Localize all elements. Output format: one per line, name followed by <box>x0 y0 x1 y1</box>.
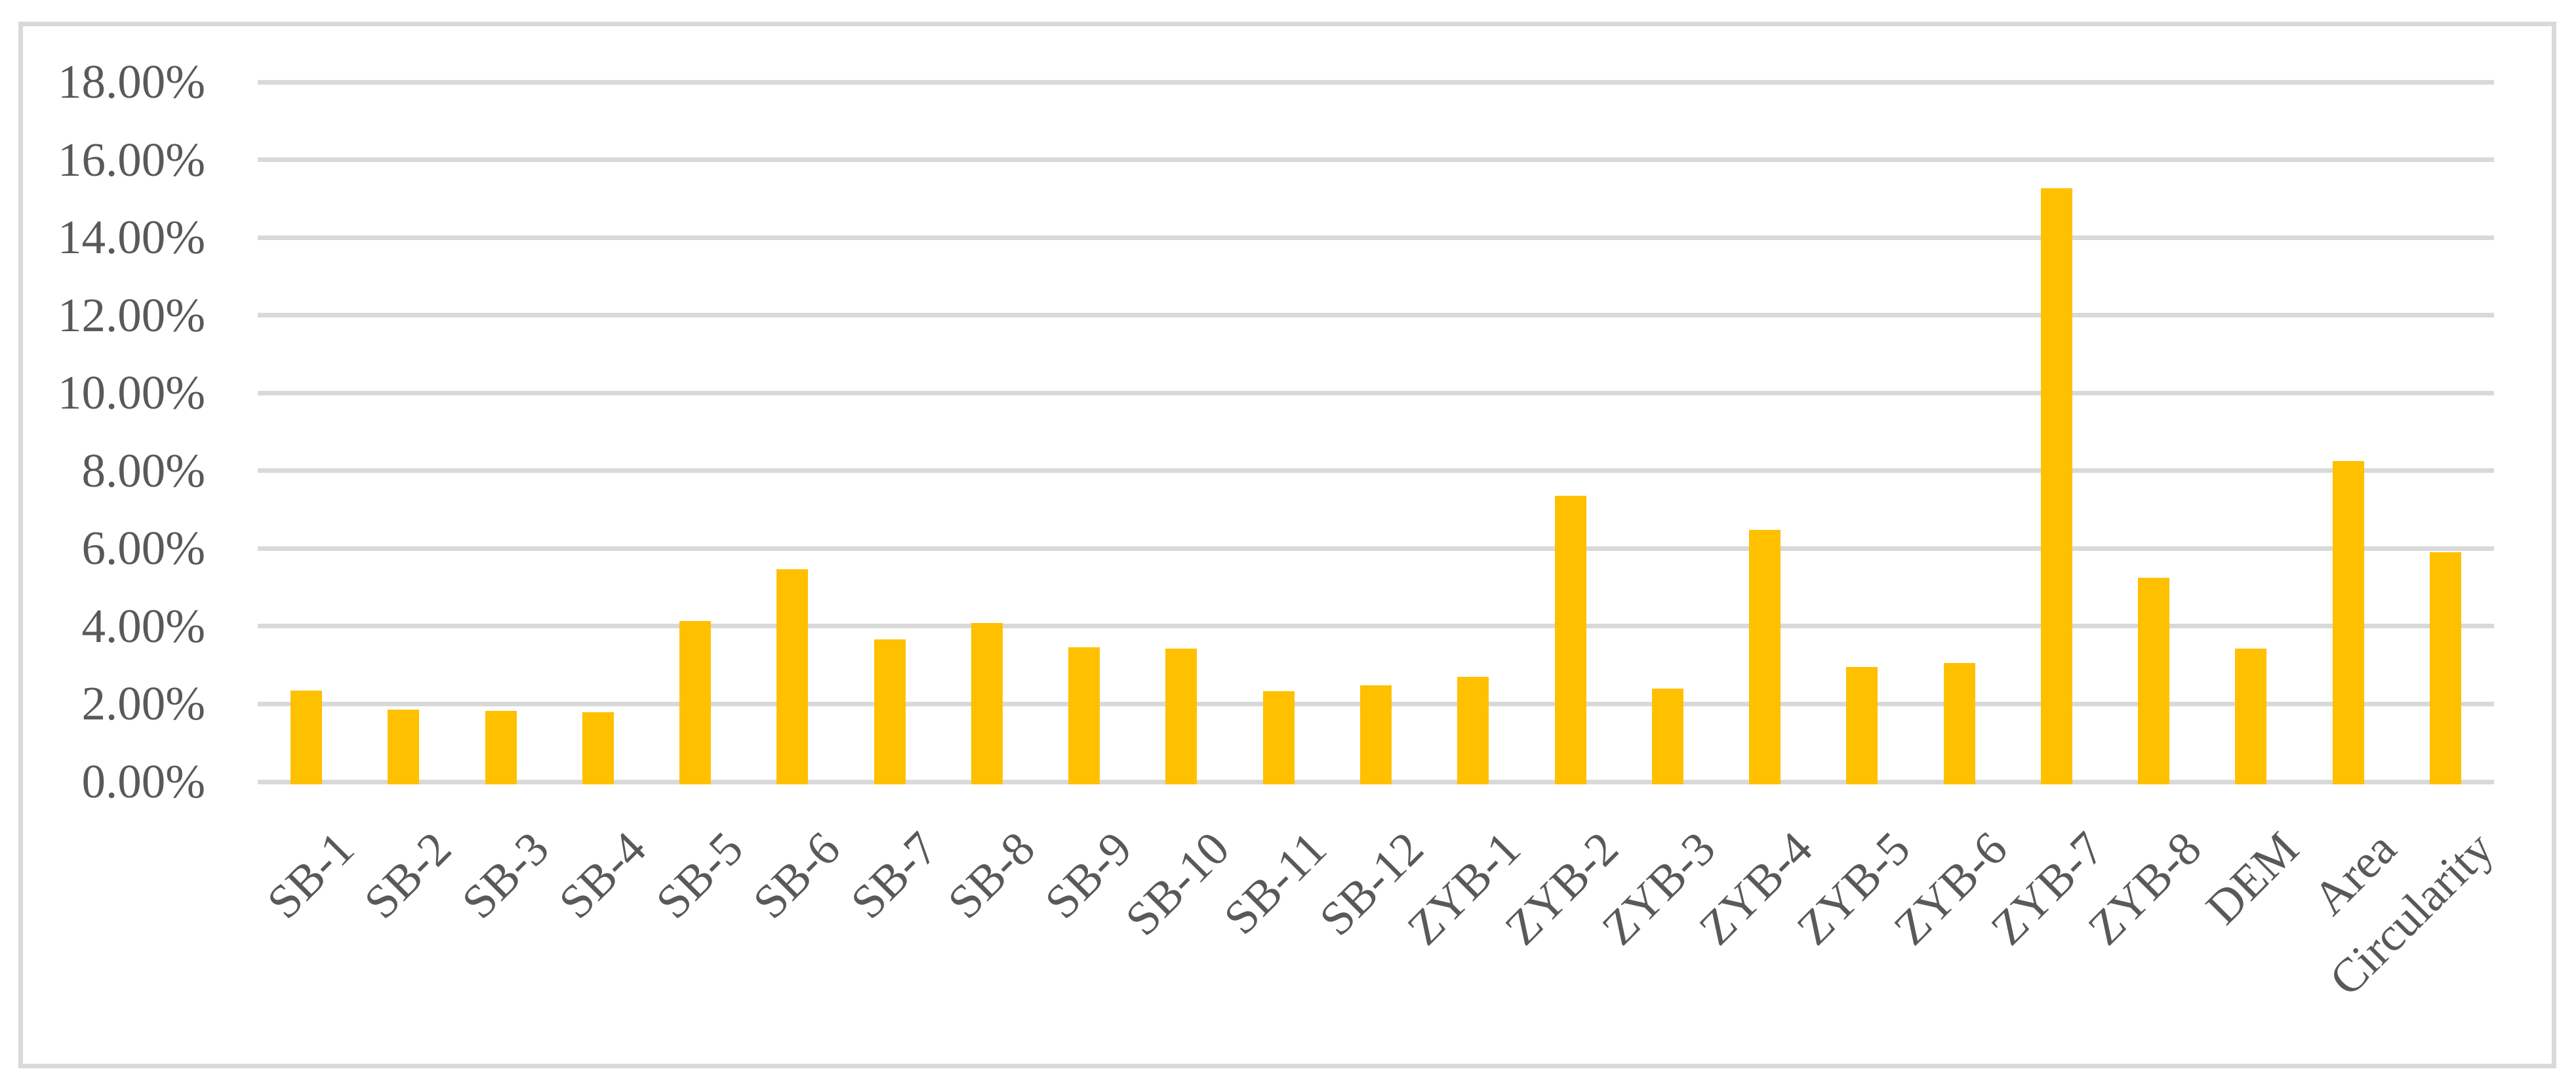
y-axis-tick-label: 12.00% <box>57 288 205 342</box>
bar-zyb-3 <box>1651 688 1683 784</box>
x-axis-tick-label-zyb-1: ZYB-1 <box>1397 821 1531 956</box>
y-axis-tick-label: 16.00% <box>57 132 205 186</box>
x-axis-tick-label-sb-7: SB-7 <box>840 821 948 929</box>
x-axis-tick-label-zyb-2: ZYB-2 <box>1494 821 1628 956</box>
x-axis-tick-label-zyb-7: ZYB-7 <box>1981 821 2114 956</box>
y-axis-tick-label: 2.00% <box>81 677 205 731</box>
bar-zyb-8 <box>2138 577 2170 784</box>
gridline-4-00pct <box>258 624 2494 629</box>
x-axis-tick-label-zyb-6: ZYB-6 <box>1883 821 2017 956</box>
bar-sb-8 <box>971 623 1003 784</box>
x-axis-tick-label-sb-11: SB-11 <box>1213 821 1337 945</box>
gridline-6-00pct <box>258 546 2494 551</box>
x-axis-tick-label-dem: DEM <box>2196 821 2309 935</box>
bar-circularity <box>2429 552 2461 784</box>
chart-frame <box>18 22 2556 1068</box>
x-axis-tick-label-sb-1: SB-1 <box>256 821 365 929</box>
bar-zyb-7 <box>2040 188 2072 784</box>
y-axis-tick-label: 4.00% <box>81 599 205 653</box>
bar-sb-11 <box>1262 691 1295 784</box>
y-axis-tick-label: 14.00% <box>57 211 205 264</box>
gridline-10-00pct <box>258 390 2494 395</box>
bar-sb-12 <box>1360 685 1392 784</box>
x-axis-tick-label-zyb-5: ZYB-5 <box>1786 821 1920 956</box>
gridline-8-00pct <box>258 468 2494 473</box>
x-axis-tick-label-zyb-4: ZYB-4 <box>1689 821 1823 956</box>
bar-dem <box>2235 649 2267 784</box>
x-axis-tick-label-sb-8: SB-8 <box>937 821 1045 929</box>
bar-zyb-6 <box>1943 663 1975 784</box>
bar-sb-10 <box>1165 649 1197 784</box>
x-axis-tick-label-zyb-3: ZYB-3 <box>1592 821 1725 956</box>
x-axis-tick-label-sb-4: SB-4 <box>548 821 656 929</box>
y-axis-tick-label: 10.00% <box>57 366 205 420</box>
gridline-16-00pct <box>258 157 2494 163</box>
bar-sb-3 <box>485 710 517 784</box>
x-axis-tick-label-sb-3: SB-3 <box>451 821 559 929</box>
gridline-12-00pct <box>258 313 2494 318</box>
x-axis-tick-label-sb-6: SB-6 <box>743 821 851 929</box>
bar-sb-1 <box>291 690 323 784</box>
y-axis-tick-label: 0.00% <box>81 755 205 808</box>
bar-sb-4 <box>582 712 614 784</box>
bar-area <box>2332 460 2364 784</box>
bar-sb-7 <box>874 639 906 784</box>
bar-zyb-4 <box>1749 530 1781 784</box>
x-axis-tick-label-sb-10: SB-10 <box>1115 821 1239 946</box>
bar-sb-2 <box>388 710 420 784</box>
bar-sb-5 <box>679 620 712 784</box>
x-axis-tick-label-sb-5: SB-5 <box>645 821 754 929</box>
bar-sb-9 <box>1068 647 1100 784</box>
bar-zyb-2 <box>1554 496 1586 784</box>
y-axis-tick-label: 18.00% <box>57 55 205 108</box>
bar-zyb-1 <box>1457 676 1489 784</box>
bar-sb-6 <box>776 569 809 784</box>
gridline-14-00pct <box>258 235 2494 240</box>
x-axis-tick-label-sb-2: SB-2 <box>353 821 462 929</box>
x-axis-tick-label-zyb-8: ZYB-8 <box>2078 821 2212 956</box>
y-axis-tick-label: 8.00% <box>81 443 205 497</box>
y-axis-tick-label: 6.00% <box>81 521 205 575</box>
gridline-18-00pct <box>258 79 2494 85</box>
bar-zyb-5 <box>1846 667 1878 784</box>
